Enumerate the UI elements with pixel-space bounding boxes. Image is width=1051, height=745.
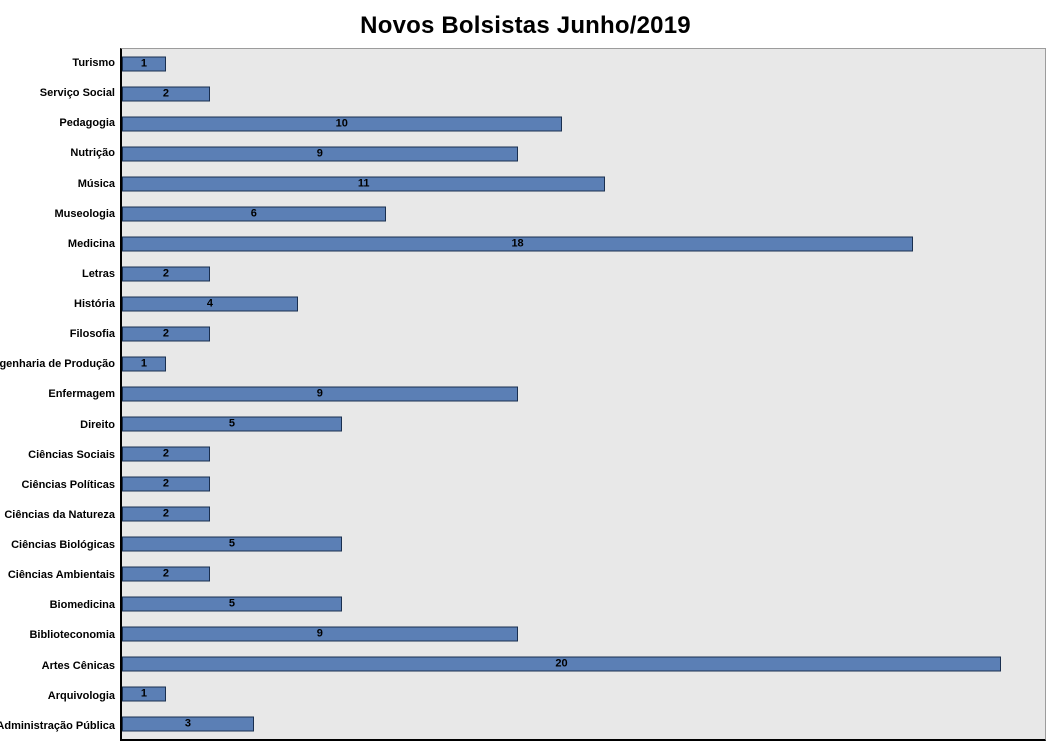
value-label: 3: [184, 717, 191, 730]
category-label: Arquivologia: [47, 689, 115, 702]
value-label: 5: [228, 597, 235, 610]
category-label: Artes Cênicas: [41, 659, 115, 672]
value-label: 5: [228, 537, 235, 550]
bar-track: 18: [122, 229, 1045, 259]
value-label: 2: [162, 87, 169, 100]
bar-track: 9: [122, 139, 1045, 169]
category-label: Ciências Biológicas: [11, 539, 115, 552]
bar: 2: [122, 86, 210, 102]
category-label: Biblioteconomia: [29, 629, 115, 642]
category-label: Turismo: [72, 57, 115, 70]
category-label: Medicina: [67, 237, 115, 250]
value-label: 2: [162, 447, 169, 460]
category-label: Museologia: [54, 207, 115, 220]
category-label: Nutrição: [70, 147, 115, 160]
category-label: Filosofia: [69, 328, 115, 341]
bar-track: 5: [122, 529, 1045, 559]
bar-track: 1: [122, 349, 1045, 379]
value-label: 2: [162, 567, 169, 580]
bar: 20: [122, 656, 1002, 672]
value-label: 20: [555, 657, 568, 670]
value-label: 1: [140, 357, 148, 370]
bar: 18: [122, 236, 914, 252]
bar: 9: [122, 146, 518, 162]
bar-track: 20: [122, 649, 1045, 679]
bar-track: 4: [122, 289, 1045, 319]
bar: 3: [122, 716, 254, 732]
bar: 1: [122, 356, 166, 372]
bar: 9: [122, 626, 518, 642]
value-label: 1: [140, 57, 148, 70]
value-label: 10: [335, 117, 348, 130]
bar: 10: [122, 116, 562, 132]
category-label: Ciências da Natureza: [4, 508, 115, 521]
bar: 1: [122, 686, 166, 702]
value-label: 2: [162, 267, 169, 280]
bar: 4: [122, 296, 298, 312]
value-label: 11: [357, 177, 370, 190]
value-label: 9: [316, 147, 323, 160]
value-label: 1: [140, 687, 148, 700]
bar: 9: [122, 386, 518, 402]
bar: 2: [122, 446, 210, 462]
bar: 5: [122, 416, 342, 432]
bar-track: 2: [122, 439, 1045, 469]
category-label: Letras: [81, 267, 115, 280]
bar: 2: [122, 506, 210, 522]
value-label: 2: [162, 507, 169, 520]
value-label: 9: [316, 627, 323, 640]
bar-track: 5: [122, 589, 1045, 619]
bar-track: 2: [122, 79, 1045, 109]
plot-area: 1 2 10 9 11 6 18 2 4 2 1 9 5 2 2 2 5 2 5 9 20 1 3: [120, 48, 1046, 741]
bar-track: 2: [122, 499, 1045, 529]
category-label: História: [74, 298, 115, 311]
bar-track: 11: [122, 169, 1045, 199]
value-label: 2: [162, 327, 169, 340]
bar: 2: [122, 566, 210, 582]
category-label: Administração Pública: [0, 719, 115, 732]
category-label: Pedagogia: [59, 117, 115, 130]
value-label: 5: [228, 417, 235, 430]
bar: 2: [122, 326, 210, 342]
value-label: 18: [511, 237, 524, 250]
category-label: Biomedicina: [49, 599, 115, 612]
value-label: 6: [250, 207, 257, 220]
bar-track: 2: [122, 259, 1045, 289]
bar: 5: [122, 536, 342, 552]
bar-track: 2: [122, 319, 1045, 349]
chart-body: Turismo Serviço Social Pedagogia Nutrição Mú…: [0, 48, 1046, 741]
bar: 2: [122, 476, 210, 492]
category-label: Enfermagem: [48, 388, 115, 401]
bar-track: 9: [122, 619, 1045, 649]
chart-title: Novos Bolsistas Junho/2019: [360, 12, 691, 39]
bar: 2: [122, 266, 210, 282]
value-label: 9: [316, 387, 323, 400]
bar-track: 1: [122, 49, 1045, 79]
bar-track: 2: [122, 469, 1045, 499]
category-axis: Turismo Serviço Social Pedagogia Nutrição Mú…: [0, 48, 120, 741]
category-label: Ciências Políticas: [21, 478, 115, 491]
category-label: Direito: [80, 418, 115, 431]
bar-track: 1: [122, 679, 1045, 709]
value-label: 2: [162, 477, 169, 490]
bar-track: 9: [122, 379, 1045, 409]
category-label: Serviço Social: [39, 87, 115, 100]
bar: 6: [122, 206, 386, 222]
bar: 5: [122, 596, 342, 612]
category-label: Ciências Sociais: [28, 448, 115, 461]
bar-track: 6: [122, 199, 1045, 229]
category-label: Música: [77, 177, 115, 190]
value-label: 4: [206, 297, 213, 310]
bar-track: 3: [122, 709, 1045, 739]
category-label: Ciências Ambientais: [7, 569, 115, 582]
bar: 11: [122, 176, 606, 192]
category-label: Engenharia de Produção: [0, 358, 115, 371]
bar: 1: [122, 56, 166, 72]
bar-track: 10: [122, 109, 1045, 139]
bar-track: 5: [122, 409, 1045, 439]
bar-track: 2: [122, 559, 1045, 589]
